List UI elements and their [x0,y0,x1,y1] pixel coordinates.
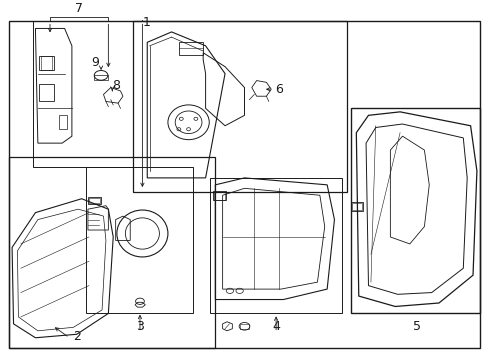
Bar [39,84,54,102]
Bar [351,202,363,211]
Text: 4: 4 [272,320,280,333]
Bar [94,75,108,80]
Text: 9: 9 [91,56,99,69]
Bar [33,22,132,167]
Bar [39,56,54,70]
Text: 6: 6 [274,83,282,96]
Bar [41,56,52,70]
Text: 1: 1 [142,16,150,29]
Bar [352,203,362,210]
Bar [132,22,346,192]
Bar [351,108,479,314]
Bar [213,192,224,200]
Text: 7: 7 [75,2,83,15]
Bar [88,197,101,204]
Bar [86,167,193,314]
Bar [212,191,225,201]
Text: 8: 8 [112,79,120,92]
Bar [89,198,100,203]
Text: 5: 5 [412,320,420,333]
Bar [9,157,215,348]
Bar [240,324,249,329]
Bar [179,42,203,54]
Bar [210,178,341,314]
Text: 2: 2 [73,330,81,343]
Text: 3: 3 [136,320,143,333]
